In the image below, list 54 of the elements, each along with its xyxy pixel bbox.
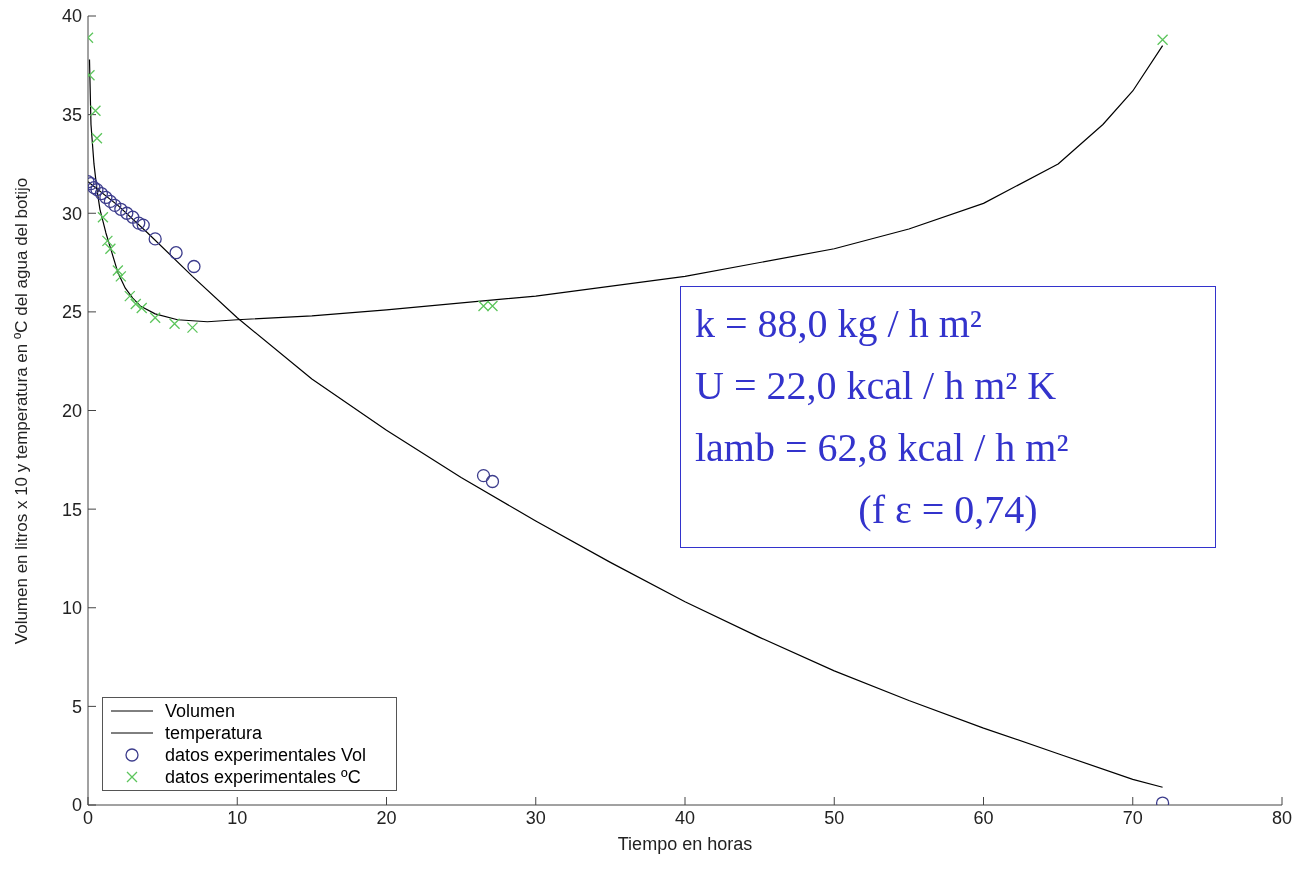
- point: [89, 105, 102, 117]
- y-tick-label: 5: [71, 696, 82, 717]
- y-tick-label: 35: [61, 105, 82, 126]
- point: [103, 194, 118, 209]
- x-tick-label: 10: [227, 807, 248, 828]
- x-tick-label: 50: [824, 807, 845, 828]
- point: [101, 235, 114, 247]
- y-tick-label: 40: [61, 6, 82, 27]
- point: [112, 264, 124, 277]
- legend-label: datos experimentales ºC: [165, 766, 361, 788]
- point: [108, 198, 122, 213]
- x-tick-label: 60: [973, 807, 994, 828]
- point: [120, 206, 134, 220]
- point: [136, 218, 150, 232]
- y-axis-title: Volumen en litros x 10 y temperatura en ºC del agua del botijo: [12, 177, 32, 644]
- point: [104, 243, 117, 255]
- point: [1156, 34, 1169, 46]
- y-tick-label: 10: [61, 598, 82, 619]
- point: [115, 270, 127, 283]
- x-axis-title: Tiempo en horas: [616, 834, 754, 855]
- point: [168, 318, 181, 330]
- point: [114, 202, 128, 216]
- point: [132, 216, 146, 230]
- point: [130, 298, 142, 310]
- legend-label: temperatura: [165, 722, 263, 744]
- annotation: lamb = 62,8 kcal / h m²: [695, 424, 1070, 472]
- point: [485, 474, 500, 489]
- annotation: U = 22,0 kcal / h m² K: [695, 362, 1058, 410]
- point: [136, 302, 148, 314]
- point: [149, 312, 161, 324]
- point: [476, 468, 491, 483]
- annotation: k = 88,0 kg / h m²: [695, 300, 983, 348]
- point: [91, 132, 103, 144]
- point: [187, 259, 201, 274]
- point: [148, 232, 162, 246]
- point: [97, 211, 109, 223]
- y-tick-label: 20: [61, 400, 82, 421]
- point: [99, 190, 113, 205]
- annotation: (f ε = 0,74): [857, 486, 1039, 534]
- point: [169, 246, 183, 260]
- legend-label: datos experimentales Vol: [165, 744, 367, 766]
- x-tick-label: 30: [525, 807, 546, 828]
- point: [94, 186, 109, 201]
- legend-label: Volumen: [165, 700, 236, 722]
- x-tick-label: 20: [376, 807, 397, 828]
- y-tick-label: 15: [61, 499, 82, 520]
- point: [124, 290, 136, 302]
- x-tick-label: 70: [1122, 807, 1143, 828]
- y-tick-label: 30: [61, 203, 82, 224]
- x-tick-label: 40: [674, 807, 696, 828]
- point: [126, 210, 140, 224]
- y-tick-label: 25: [61, 302, 82, 323]
- point: [186, 322, 199, 334]
- x-tick-label: 80: [1271, 807, 1293, 828]
